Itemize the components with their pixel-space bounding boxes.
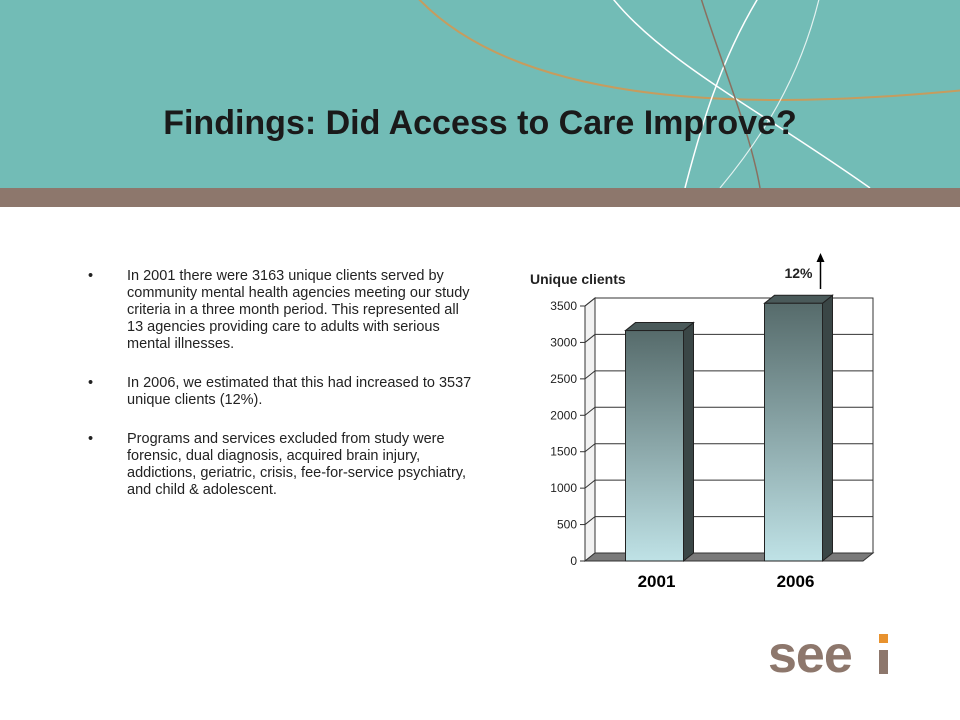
bullet-item: • In 2001 there were 3163 unique clients … <box>88 268 478 353</box>
header-divider-band <box>0 188 960 207</box>
bullet-item: • Programs and services excluded from stu… <box>88 431 478 499</box>
bullet-list: • In 2001 there were 3163 unique clients … <box>88 268 478 521</box>
chart-title: Unique clients <box>530 271 626 287</box>
bar <box>625 330 684 562</box>
bullet-marker: • <box>88 375 94 391</box>
y-tick-label: 3500 <box>550 299 577 313</box>
chart-side-wall <box>584 296 596 563</box>
bar <box>764 302 823 562</box>
bar-top <box>624 322 695 332</box>
y-tick-label: 1000 <box>550 481 577 495</box>
seei-logo: see <box>768 628 888 684</box>
slide-title: Findings: Did Access to Care Improve? <box>163 104 797 142</box>
bullet-marker: • <box>88 268 94 284</box>
bar-side <box>683 321 694 563</box>
bullet-text: In 2006, we estimated that this had incr… <box>127 375 472 408</box>
annotation-label: 12% <box>784 265 813 281</box>
bar-chart: 0 500 1000 1500 2000 2500 3000 3500 2001 2006 Uniq… <box>530 253 875 591</box>
bullet-marker: • <box>88 431 94 447</box>
y-tick-label: 2500 <box>550 372 577 386</box>
bullet-text: Programs and services excluded from stud… <box>127 431 466 498</box>
increase-arrow-head <box>816 253 825 262</box>
y-tick-label: 1500 <box>550 445 577 459</box>
svg-text:see: see <box>768 628 852 684</box>
y-tick-label: 0 <box>570 554 577 568</box>
x-tick-label: 2001 <box>638 572 676 591</box>
y-tick-label: 500 <box>557 518 577 532</box>
y-tick-label: 2000 <box>550 408 577 422</box>
header-banner <box>0 0 960 188</box>
bar-top <box>763 294 834 304</box>
bar-side <box>822 294 833 563</box>
bullet-text: In 2001 there were 3163 unique clients s… <box>127 268 470 352</box>
decorative-curves <box>418 0 960 188</box>
bullet-item: • In 2006, we estimated that this had inc… <box>88 375 478 409</box>
x-tick-label: 2006 <box>777 572 815 591</box>
y-tick-label: 3000 <box>550 335 577 349</box>
